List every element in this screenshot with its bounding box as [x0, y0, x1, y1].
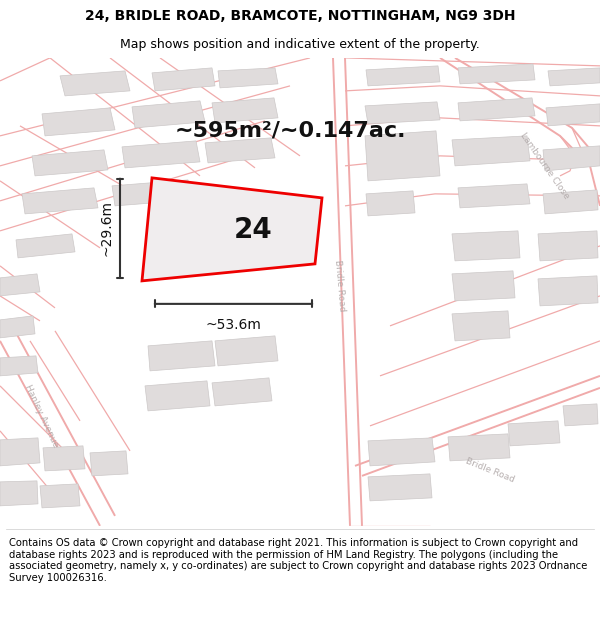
- Polygon shape: [366, 66, 440, 86]
- Polygon shape: [215, 336, 278, 366]
- Polygon shape: [16, 234, 75, 258]
- Polygon shape: [368, 474, 432, 501]
- Polygon shape: [546, 104, 600, 126]
- Polygon shape: [212, 378, 272, 406]
- Polygon shape: [0, 356, 38, 376]
- Polygon shape: [132, 101, 205, 128]
- Polygon shape: [368, 438, 435, 466]
- Polygon shape: [452, 136, 530, 166]
- Polygon shape: [122, 141, 200, 168]
- Polygon shape: [538, 276, 598, 306]
- Text: Lambourne Close: Lambourne Close: [519, 131, 571, 201]
- Polygon shape: [452, 311, 510, 341]
- Polygon shape: [458, 98, 535, 121]
- Polygon shape: [366, 191, 415, 216]
- Polygon shape: [448, 434, 510, 461]
- Text: 24, BRIDLE ROAD, BRAMCOTE, NOTTINGHAM, NG9 3DH: 24, BRIDLE ROAD, BRAMCOTE, NOTTINGHAM, N…: [85, 9, 515, 23]
- Polygon shape: [452, 271, 515, 301]
- Polygon shape: [152, 68, 215, 91]
- Polygon shape: [563, 404, 598, 426]
- Polygon shape: [458, 64, 535, 84]
- Text: Hanley Avenue: Hanley Avenue: [23, 383, 61, 449]
- Polygon shape: [0, 481, 38, 506]
- Polygon shape: [0, 316, 35, 338]
- Polygon shape: [40, 484, 80, 508]
- Polygon shape: [458, 184, 530, 208]
- Text: 24: 24: [233, 216, 272, 244]
- Polygon shape: [0, 438, 40, 466]
- Polygon shape: [22, 188, 98, 214]
- Text: Map shows position and indicative extent of the property.: Map shows position and indicative extent…: [120, 38, 480, 51]
- Polygon shape: [60, 71, 130, 96]
- Text: Contains OS data © Crown copyright and database right 2021. This information is : Contains OS data © Crown copyright and d…: [9, 538, 587, 583]
- Polygon shape: [43, 446, 85, 471]
- Polygon shape: [42, 108, 115, 136]
- Polygon shape: [365, 102, 440, 124]
- Polygon shape: [205, 138, 275, 163]
- Text: Bridle Road: Bridle Road: [464, 457, 516, 485]
- Text: ~29.6m: ~29.6m: [100, 201, 114, 256]
- Text: ~595m²/~0.147ac.: ~595m²/~0.147ac.: [175, 121, 407, 141]
- Polygon shape: [148, 341, 215, 371]
- Polygon shape: [145, 381, 210, 411]
- Polygon shape: [112, 180, 192, 206]
- Polygon shape: [142, 178, 322, 281]
- Text: ~53.6m: ~53.6m: [206, 318, 262, 332]
- Polygon shape: [212, 98, 278, 123]
- Polygon shape: [548, 68, 600, 86]
- Polygon shape: [543, 190, 598, 214]
- Polygon shape: [0, 274, 40, 296]
- Polygon shape: [90, 451, 128, 476]
- Polygon shape: [538, 231, 598, 261]
- Text: Bridle Road: Bridle Road: [333, 259, 347, 312]
- Polygon shape: [32, 150, 108, 176]
- Polygon shape: [452, 231, 520, 261]
- Polygon shape: [218, 68, 278, 88]
- Polygon shape: [543, 146, 600, 171]
- Polygon shape: [365, 131, 440, 181]
- Polygon shape: [508, 421, 560, 446]
